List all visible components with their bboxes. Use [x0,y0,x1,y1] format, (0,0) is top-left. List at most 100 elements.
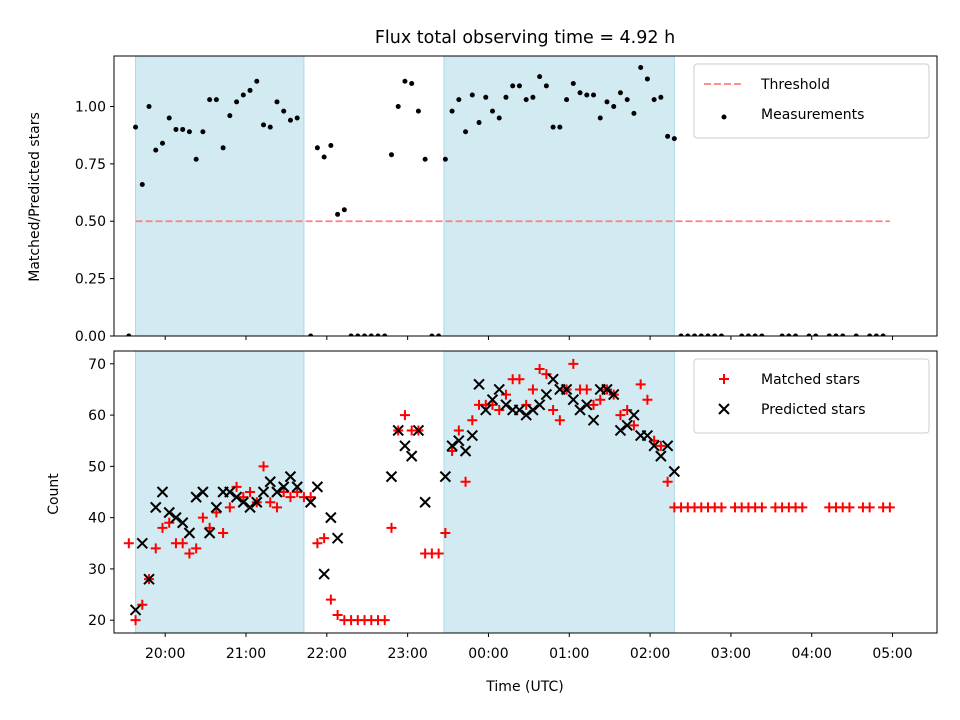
measurement-point [355,333,361,336]
matched-star-point [218,528,229,539]
measurement-point [806,333,812,336]
matched-star-point [500,389,511,400]
y-tick-label: 40 [88,511,106,527]
measurement-point [678,333,684,336]
measurement-point [745,333,751,336]
matched-star-point [521,399,532,410]
matched-star-point [864,502,875,513]
measurement-point [503,94,509,100]
measurement-point [564,97,570,103]
measurement-point [213,97,219,103]
measurement-point [267,124,273,130]
legend-predicted-swatch [718,403,730,415]
matched-star-point [292,487,303,497]
predicted-star-point [304,496,317,508]
matched-star-point [649,435,660,446]
predicted-star-point [486,394,499,406]
measurement-point [234,99,240,105]
predicted-star-point [190,491,202,503]
y-tick-label: 0.75 [75,157,106,173]
measurement-point [867,333,873,336]
matched-star-point [224,502,235,513]
predicted-star-point [325,511,337,524]
measurement-point [308,333,314,336]
predicted-star-point [493,383,505,396]
matched-star-point [285,492,296,503]
measurement-point [739,333,745,336]
measurement-point [692,333,698,336]
measurement-point [752,333,758,336]
measurement-point [153,147,159,153]
top-y-axis-label: Matched/Predicted stars [27,112,43,282]
legend-measurement-swatch [721,114,727,120]
matched-star-point [756,502,767,513]
y-tick-label: 1.00 [75,99,106,115]
predicted-star-point [237,496,250,508]
measurement-point [375,333,381,336]
predicted-star-point [641,429,654,442]
predicted-star-point [163,506,175,519]
flux-ratio-panel: 0.00 0.25 0.50 0.75 1.00 Threshold Measurement… [75,55,938,345]
measurement-point [557,124,563,130]
predicted-star-point [621,419,633,432]
predicted-star-point [533,399,546,411]
predicted-star-point [176,517,189,529]
predicted-star-point [170,511,182,524]
measurement-point [463,129,469,135]
x-axis-label: Time (UTC) [485,679,563,695]
measurement-point [591,92,597,98]
predicted-star-point [601,383,613,396]
x-tick-label: 00:00 [468,646,508,662]
matched-star-point [554,415,565,426]
measurement-point [200,129,206,135]
x-tick-label: 05:00 [872,646,912,662]
measurement-point [382,333,388,336]
x-tick-label: 22:00 [307,646,347,662]
y-tick-label: 30 [88,562,106,578]
measurement-point [685,333,691,336]
measurement-point [880,333,886,336]
predicted-star-point [136,537,148,549]
matched-star-point [440,528,451,539]
legend-box [693,358,930,434]
predicted-star-point [520,409,532,421]
axes-frame [113,55,938,337]
matched-star-point [797,502,808,513]
predicted-star-point [628,409,640,421]
matched-star-point [453,425,464,436]
x-tick-label: 20:00 [145,646,185,662]
matched-star-point [386,522,397,533]
measurement-point [261,122,267,128]
matched-star-point [258,461,269,472]
predicted-star-point [480,404,492,416]
measurement-point [826,333,832,336]
measurement-point [840,333,846,336]
y-tick-label: 60 [88,408,106,424]
matched-star-point [312,538,323,549]
matched-star-point [204,522,215,533]
measurement-point [617,90,623,96]
matched-star-point [494,404,505,415]
predicted-star-point [608,388,620,401]
measurement-point [793,333,799,336]
matched-star-point [184,548,195,559]
measurement-point [712,333,718,336]
measurement-point [173,126,179,132]
matched-star-point [595,394,606,405]
measurement-point [658,94,664,100]
star-count-panel: 20 30 40 50 60 70 20:00 21:00 22:00 23:00 00:00 01:… [88,350,938,662]
measurement-point [779,333,785,336]
matched-star-point [191,543,202,554]
observing-window [443,350,675,634]
measurement-point [368,333,374,336]
matched-star-point [884,502,895,513]
x-tick-label: 01:00 [549,646,589,662]
measurement-point [651,97,657,103]
x-tick-label: 02:00 [630,646,670,662]
predicted-star-point [291,481,303,493]
matched-star-point [177,538,188,549]
predicted-star-point [251,496,263,508]
observing-window [135,350,305,634]
measurement-point [321,154,327,160]
matched-star-point [211,507,222,518]
